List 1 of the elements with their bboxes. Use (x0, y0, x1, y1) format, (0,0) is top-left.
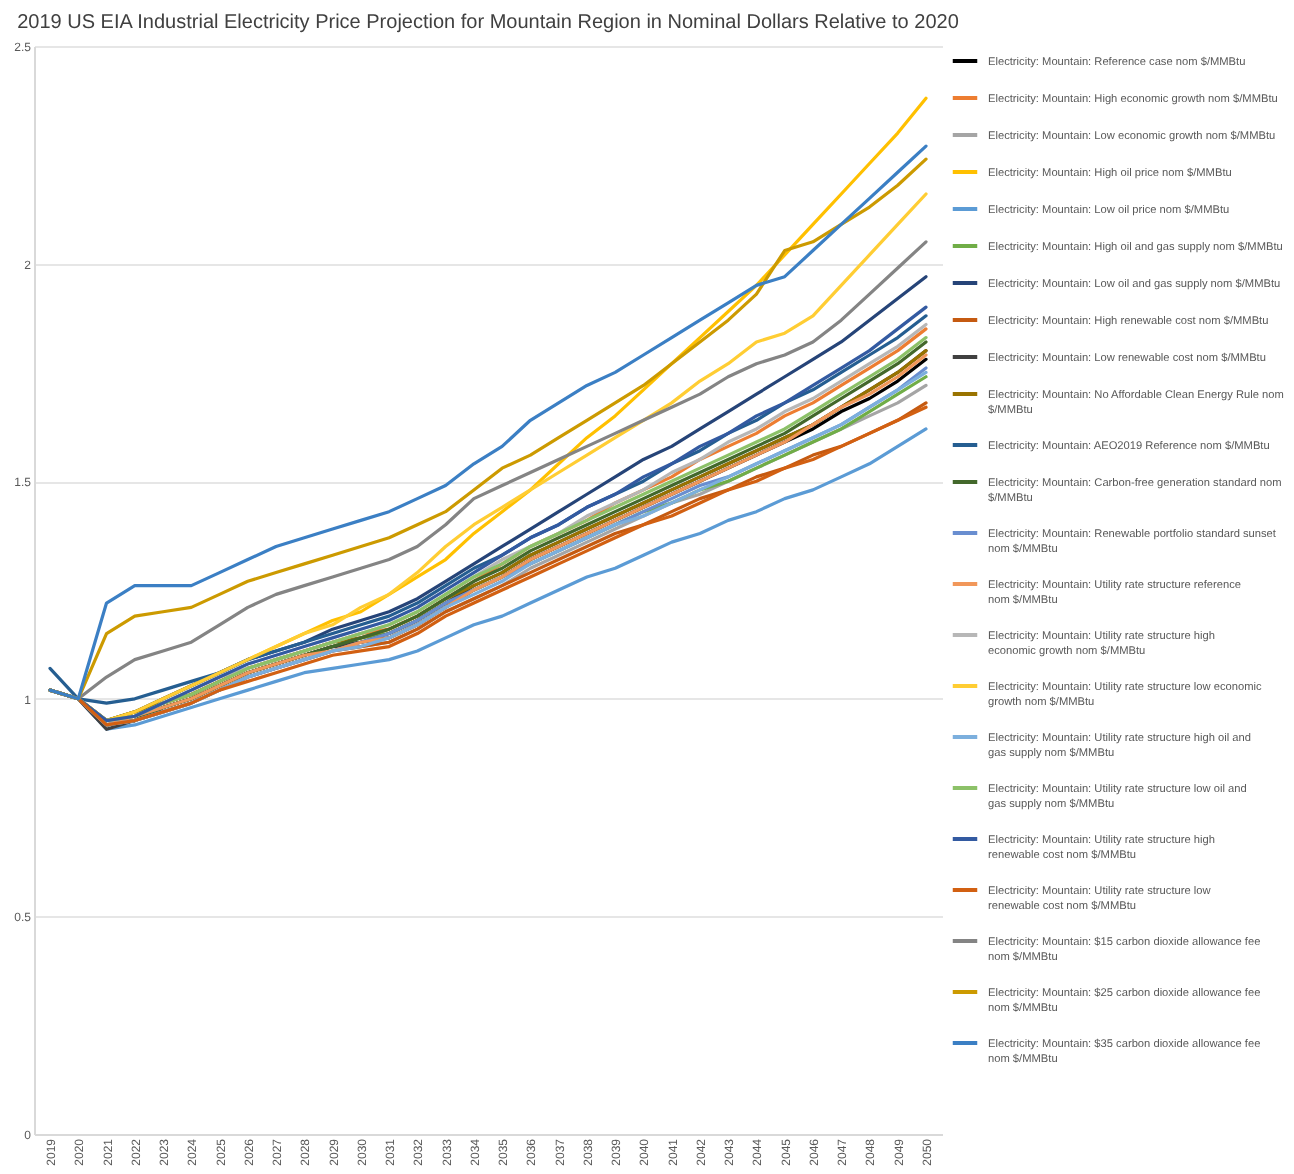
chart-title: 2019 US EIA Industrial Electricity Price Projection for Mountain Region in Nominal Dollars Relative to 2020 (17, 12, 960, 34)
